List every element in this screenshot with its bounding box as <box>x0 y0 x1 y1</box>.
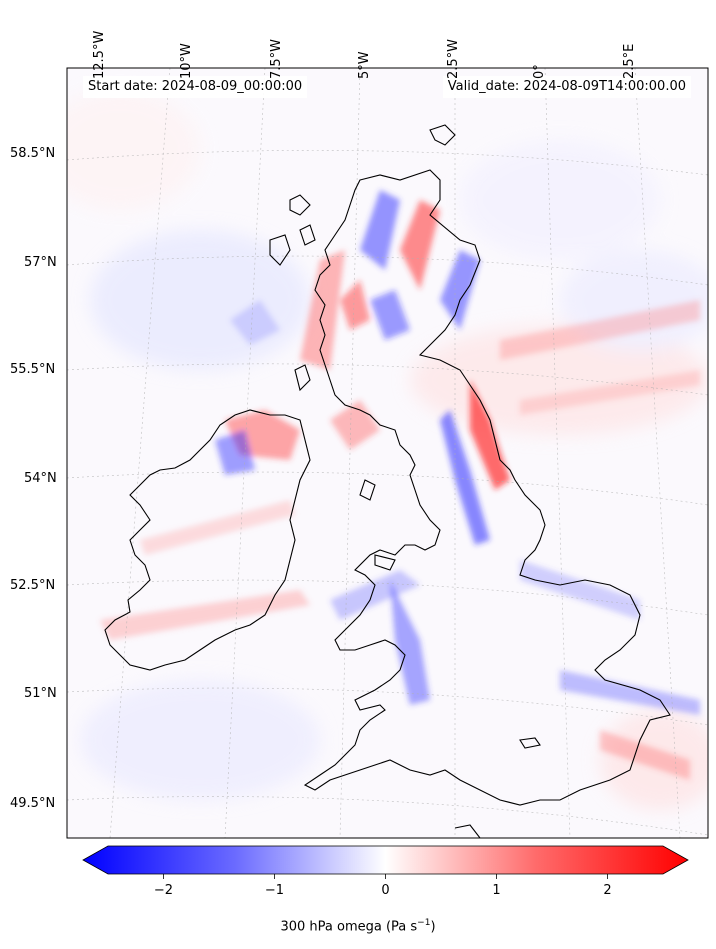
colorbar-title: 300 hPa omega (Pa s−1) <box>0 918 716 934</box>
lat-label-49-5n: 49.5°N <box>10 796 56 811</box>
map-frame <box>66 67 709 839</box>
lon-label-5w: 5°W <box>357 51 372 79</box>
lon-label-2-5w: 2.5°W <box>446 38 461 79</box>
colorbar-tick-label: 1 <box>492 883 501 898</box>
colorbar-tick-label: −2 <box>153 883 174 898</box>
colorbar-tick-label: 0 <box>381 883 390 898</box>
omega-field <box>67 68 708 838</box>
colorbar-tick-label: −1 <box>264 883 285 898</box>
lat-label-51n: 51°N <box>24 686 57 701</box>
lon-label-2-5e: 2.5°E <box>622 43 637 79</box>
lon-label-12-5w: 12.5°W <box>92 30 107 79</box>
lat-label-55-5n: 55.5°N <box>10 362 56 377</box>
lon-label-0: 0° <box>532 64 547 79</box>
lat-label-52-5n: 52.5°N <box>10 578 56 593</box>
colorbar-title-text: 300 hPa omega (Pa s <box>280 919 418 935</box>
colorbar <box>82 845 689 879</box>
colorbar-title-sup: −1 <box>417 918 431 928</box>
valid-date-label: Valid_date: 2024-08-09T14:00:00.00 <box>442 76 691 98</box>
start-date-label: Start date: 2024-08-09_00:00:00 <box>83 76 308 98</box>
colorbar-tick-label: 2 <box>603 883 612 898</box>
lat-label-58-5n: 58.5°N <box>10 146 56 161</box>
lat-label-54n: 54°N <box>24 471 57 486</box>
colorbar-title-end: ) <box>430 919 436 935</box>
lat-label-57n: 57°N <box>24 255 57 270</box>
colorbar-bar <box>82 845 689 875</box>
lon-label-7-5w: 7.5°W <box>269 38 284 79</box>
coastlines <box>104 124 671 838</box>
lon-label-10w: 10°W <box>179 43 194 79</box>
